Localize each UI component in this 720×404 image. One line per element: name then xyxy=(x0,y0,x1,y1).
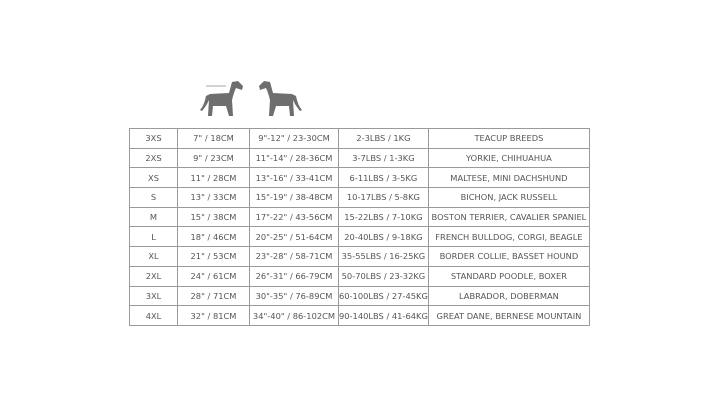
cell-breeds: BICHON, JACK RUSSELL xyxy=(427,187,591,208)
cell-breeds: GREAT DANE, BERNESE MOUNTAIN xyxy=(427,305,591,326)
cell-weight: 60-100LBS / 27-45KG xyxy=(338,285,429,307)
table-row: XS 11" / 28CM 13"-16" / 33-41CM 6-11LBS / 3… xyxy=(129,167,591,189)
cell-breeds: FRENCH BULLDOG, CORGI, BEAGLE xyxy=(427,226,591,248)
cell-chest: 34"-40" / 86-102CM xyxy=(249,305,339,326)
cell-weight: 15-22LBS / 7-10KG xyxy=(338,206,429,228)
cell-chest: 30"-35" / 76-89CM xyxy=(249,285,339,307)
cell-neck: 21" / 53CM xyxy=(177,246,250,267)
cell-breeds: YORKIE, CHIHUAHUA xyxy=(427,147,591,169)
cell-chest: 15"-19" / 38-48CM xyxy=(249,187,339,208)
table-row: XL 21" / 53CM 23"-28" / 58-71CM 35-55LBS / … xyxy=(129,246,591,267)
table-row: L 18" / 46CM 20"-25" / 51-64CM 20-40LBS / 9… xyxy=(129,226,591,248)
cell-chest: 26"-31" / 66-79CM xyxy=(249,265,339,287)
table-row: S 13" / 33CM 15"-19" / 38-48CM 10-17LBS / 5… xyxy=(129,187,591,208)
cell-breeds: STANDARD POODLE, BOXER xyxy=(427,265,591,287)
cell-size: M xyxy=(129,206,178,228)
cell-chest: 9"-12" / 23-30CM xyxy=(249,128,339,149)
table-row: 2XL 24" / 61CM 26"-31" / 66-79CM 50-70LBS /… xyxy=(129,265,591,287)
cell-chest: 13"-16" / 33-41CM xyxy=(249,167,339,189)
cell-size: 4XL xyxy=(129,305,178,326)
table-row: 3XL 28" / 71CM 30"-35" / 76-89CM 60-100LBS … xyxy=(129,285,591,307)
cell-weight: 35-55LBS / 16-25KG xyxy=(338,246,429,267)
cell-size: L xyxy=(129,226,178,248)
cell-neck: 32" / 81CM xyxy=(177,305,250,326)
cell-size: 2XL xyxy=(129,265,178,287)
cell-breeds: MALTESE, MINI DACHSHUND xyxy=(427,167,591,189)
cell-weight: 10-17LBS / 5-8KG xyxy=(338,187,429,208)
cell-neck: 28" / 71CM xyxy=(177,285,250,307)
cell-size: XS xyxy=(129,167,178,189)
table-row: 4XL 32" / 81CM 34"-40" / 86-102CM 90-140LBS… xyxy=(129,305,591,326)
cell-size: 3XL xyxy=(129,285,178,307)
cell-breeds: TEACUP BREEDS xyxy=(427,128,591,149)
cell-neck: 18" / 46CM xyxy=(177,226,250,248)
cell-breeds: BOSTON TERRIER, CAVALIER SPANIEL xyxy=(427,206,591,228)
cell-weight: 50-70LBS / 23-32KG xyxy=(338,265,429,287)
dog-neck-chest-icon xyxy=(259,81,302,116)
cell-weight: 2-3LBS / 1KG xyxy=(338,128,429,149)
cell-breeds: LABRADOR, DOBERMAN xyxy=(427,285,591,307)
cell-size: 2XS xyxy=(129,147,178,169)
cell-chest: 17"-22" / 43-56CM xyxy=(249,206,339,228)
cell-size: XL xyxy=(129,246,178,267)
table-row: M 15" / 38CM 17"-22" / 43-56CM 15-22LBS / 7… xyxy=(129,206,591,228)
cell-neck: 7" / 18CM xyxy=(177,128,250,149)
dog-measurement-illustration xyxy=(200,81,302,116)
cell-chest: 20"-25" / 51-64CM xyxy=(249,226,339,248)
size-chart-table: 3XS 7" / 18CM 9"-12" / 23-30CM 2-3LBS / 1KG… xyxy=(129,128,591,326)
cell-neck: 13" / 33CM xyxy=(177,187,250,208)
cell-weight: 3-7LBS / 1-3KG xyxy=(338,147,429,169)
cell-neck: 9" / 23CM xyxy=(177,147,250,169)
cell-chest: 11"-14" / 28-36CM xyxy=(249,147,339,169)
cell-chest: 23"-28" / 58-71CM xyxy=(249,246,339,267)
cell-weight: 6-11LBS / 3-5KG xyxy=(338,167,429,189)
cell-size: S xyxy=(129,187,178,208)
cell-neck: 11" / 28CM xyxy=(177,167,250,189)
cell-size: 3XS xyxy=(129,128,178,149)
cell-weight: 90-140LBS / 41-64KG xyxy=(338,305,429,326)
table-row: 3XS 7" / 18CM 9"-12" / 23-30CM 2-3LBS / 1KG… xyxy=(129,128,591,149)
cell-neck: 24" / 61CM xyxy=(177,265,250,287)
cell-neck: 15" / 38CM xyxy=(177,206,250,228)
cell-weight: 20-40LBS / 9-18KG xyxy=(338,226,429,248)
cell-breeds: BORDER COLLIE, BASSET HOUND xyxy=(427,246,591,267)
table-row: 2XS 9" / 23CM 11"-14" / 28-36CM 3-7LBS / 1-… xyxy=(129,147,591,169)
dog-back-length-icon xyxy=(200,81,243,116)
